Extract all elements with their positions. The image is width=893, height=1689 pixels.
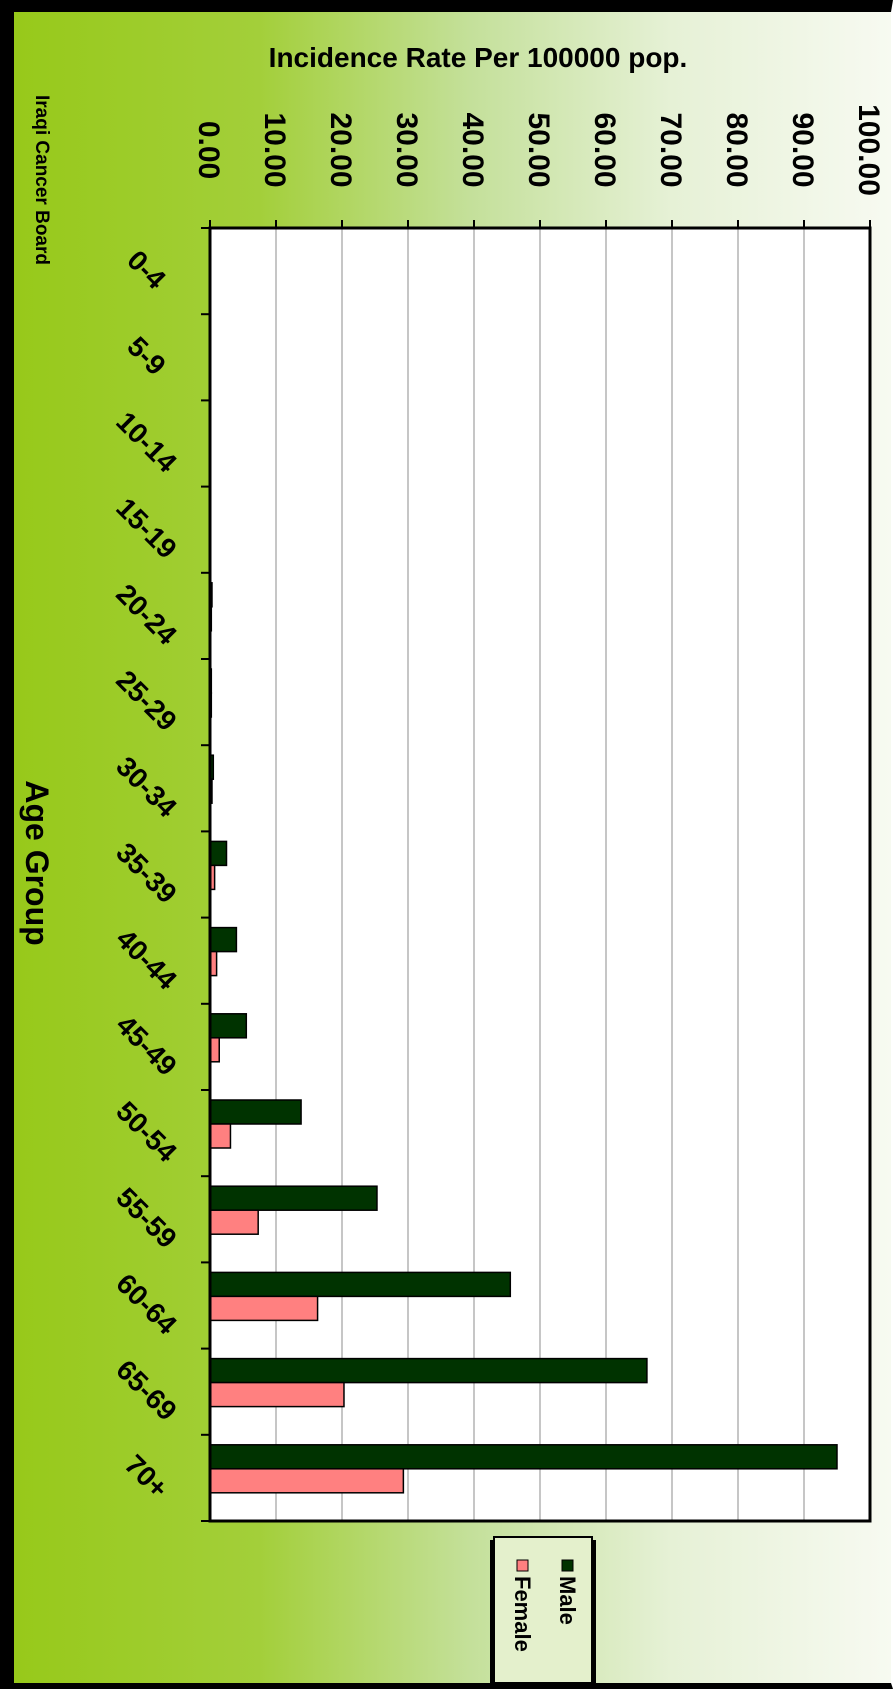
value-tick-label: 70.00 bbox=[654, 112, 687, 187]
value-tick-label: 30.00 bbox=[390, 112, 423, 187]
bar-male bbox=[209, 1444, 838, 1470]
bars bbox=[209, 323, 838, 1494]
value-tick-label: 50.00 bbox=[522, 112, 555, 187]
value-tick-label: 20.00 bbox=[324, 112, 357, 187]
category-label: 30-34 bbox=[110, 751, 183, 824]
category-label: 25-29 bbox=[110, 664, 183, 737]
category-label: 50-54 bbox=[110, 1095, 183, 1168]
value-tick-label: 80.00 bbox=[720, 112, 753, 187]
legend-swatch-female bbox=[516, 1559, 529, 1572]
gridlines bbox=[275, 228, 805, 1521]
bar-male bbox=[209, 1357, 648, 1384]
legend: Male Female bbox=[490, 1536, 596, 1689]
source-label: Iraqi Cancer Board bbox=[31, 95, 52, 265]
value-tick-label: 0.00 bbox=[192, 121, 225, 179]
category-label: 5-9 bbox=[121, 331, 172, 382]
category-label: 35-39 bbox=[110, 837, 183, 910]
bar-male bbox=[209, 1013, 248, 1039]
category-label: 20-24 bbox=[110, 578, 183, 651]
category-label: 40-44 bbox=[110, 923, 183, 996]
category-label: 0-4 bbox=[121, 244, 172, 295]
value-tick-label: 40.00 bbox=[456, 112, 489, 187]
bar-male bbox=[209, 1099, 302, 1125]
bar-male bbox=[209, 840, 228, 867]
value-tick-label: 60.00 bbox=[588, 112, 621, 187]
bar-female bbox=[209, 1295, 319, 1322]
legend-label-male: Male bbox=[555, 1576, 580, 1625]
category-label: 65-69 bbox=[110, 1354, 183, 1427]
value-tick-label: 10.00 bbox=[258, 112, 291, 187]
bar-female bbox=[209, 1468, 405, 1494]
value-tick-label: 90.00 bbox=[786, 112, 819, 187]
bar-male bbox=[209, 1185, 378, 1211]
category-label: 60-64 bbox=[110, 1268, 183, 1341]
bar-female bbox=[209, 1123, 232, 1149]
category-label: 55-59 bbox=[110, 1182, 183, 1255]
value-axis-label: Incidence Rate Per 100000 pop. bbox=[269, 42, 688, 73]
category-axis-label: Age Group bbox=[19, 780, 55, 945]
bar-male bbox=[209, 1271, 512, 1298]
value-tick-label: 100.00 bbox=[852, 104, 885, 196]
category-label: 70+ bbox=[119, 1449, 175, 1505]
category-label: 15-19 bbox=[110, 492, 183, 565]
legend-label-female: Female bbox=[510, 1576, 535, 1652]
bar-female bbox=[209, 1209, 259, 1235]
category-label: 45-49 bbox=[110, 1009, 183, 1082]
category-label: 10-14 bbox=[110, 406, 183, 479]
legend-swatch-male bbox=[561, 1559, 574, 1572]
bar-female bbox=[209, 1381, 345, 1408]
bar-male bbox=[209, 926, 238, 953]
